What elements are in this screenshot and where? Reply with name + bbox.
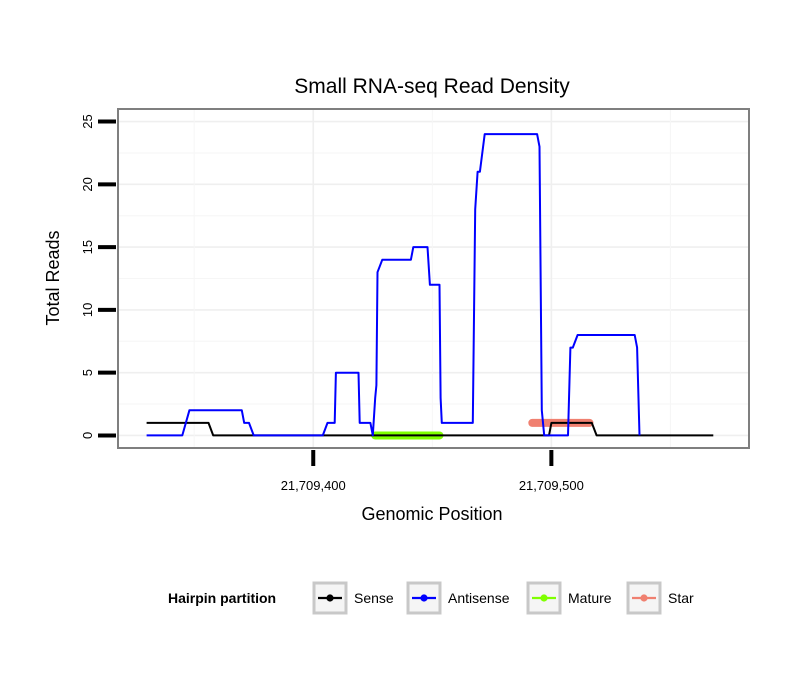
y-tick-label: 0 xyxy=(80,432,95,439)
legend-key-point xyxy=(640,594,648,602)
x-tick-label: 21,709,500 xyxy=(519,478,584,493)
y-tick-label: 15 xyxy=(80,240,95,254)
x-axis: 21,709,400 21,709,500 xyxy=(281,450,584,493)
x-tick-label: 21,709,400 xyxy=(281,478,346,493)
legend-key-point xyxy=(420,594,428,602)
antisense-series-line xyxy=(146,133,641,437)
legend: Hairpin partition Sense Antisense Mature Sta… xyxy=(168,581,694,615)
sense-series-line xyxy=(146,421,714,437)
y-axis-label: Total Reads xyxy=(43,230,63,325)
grid-lines xyxy=(118,109,749,448)
series-lines xyxy=(146,133,714,437)
y-tick-label: 5 xyxy=(80,369,95,376)
legend-key-point xyxy=(540,594,548,602)
chart-title: Small RNA-seq Read Density xyxy=(294,75,570,98)
legend-label-mature: Mature xyxy=(568,590,612,606)
y-tick-label: 25 xyxy=(80,114,95,128)
legend-label-antisense: Antisense xyxy=(448,590,510,606)
legend-title: Hairpin partition xyxy=(168,590,276,606)
plot-frame xyxy=(117,108,750,449)
y-tick-label: 20 xyxy=(80,177,95,191)
y-tick-label: 10 xyxy=(80,303,95,317)
legend-key-point xyxy=(326,594,334,602)
x-axis-label: Genomic Position xyxy=(361,504,502,524)
y-axis: 0 5 10 15 20 25 xyxy=(80,114,116,439)
legend-label-star: Star xyxy=(668,590,694,606)
legend-label-sense: Sense xyxy=(354,590,394,606)
plot-border xyxy=(117,108,750,449)
